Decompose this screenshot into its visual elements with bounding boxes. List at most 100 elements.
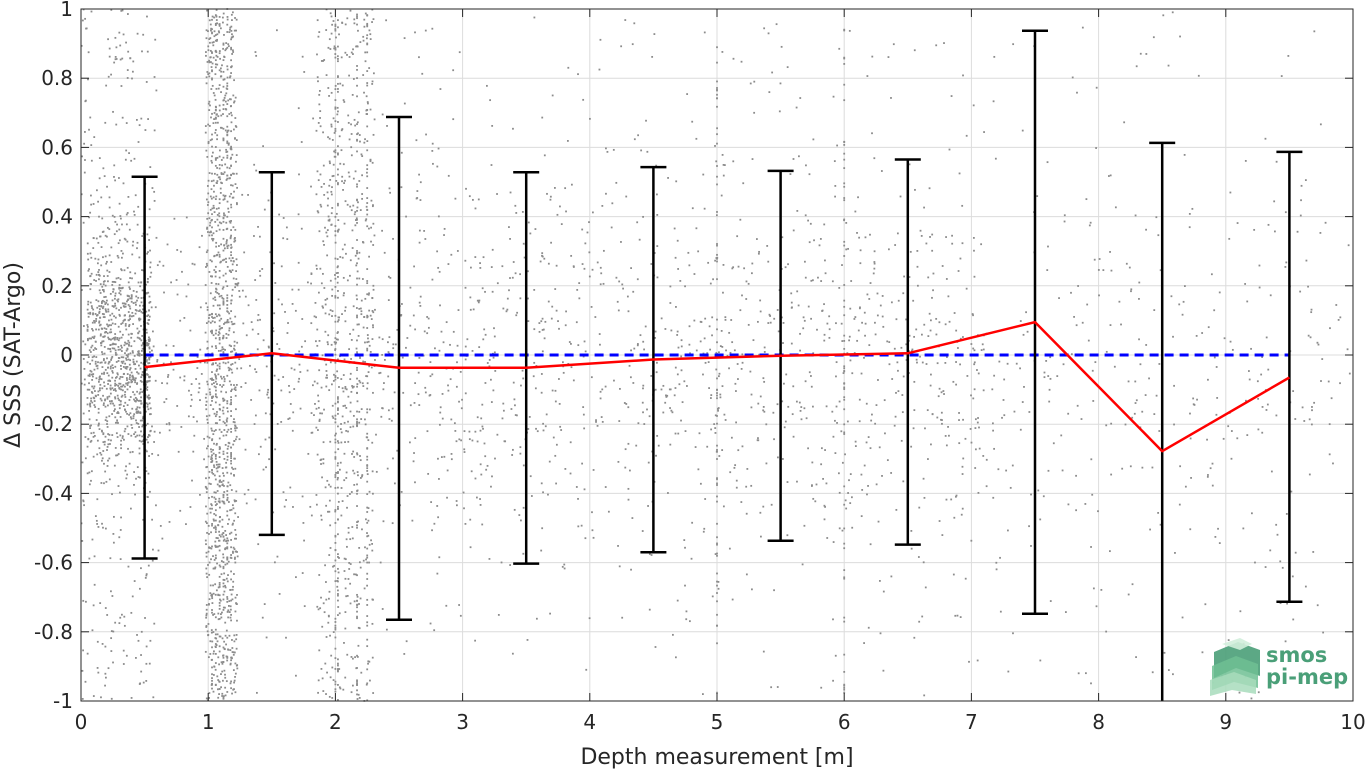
scatter-point bbox=[255, 299, 258, 301]
scatter-point bbox=[1239, 610, 1242, 613]
scatter-point bbox=[711, 595, 714, 598]
scatter-point bbox=[360, 310, 363, 313]
scatter-point bbox=[929, 329, 932, 332]
scatter-point bbox=[751, 588, 753, 591]
scatter-point bbox=[354, 224, 357, 227]
scatter-point bbox=[337, 202, 339, 205]
scatter-point bbox=[117, 339, 120, 342]
scatter-point bbox=[230, 203, 232, 206]
scatter-point bbox=[86, 397, 89, 399]
scatter-point bbox=[111, 434, 114, 436]
scatter-point bbox=[140, 349, 143, 352]
scatter-point bbox=[111, 371, 114, 374]
scatter-point bbox=[148, 301, 151, 304]
scatter-point bbox=[198, 382, 201, 385]
scatter-point bbox=[235, 634, 238, 636]
scatter-point bbox=[364, 60, 367, 63]
scatter-point bbox=[230, 251, 232, 254]
scatter-point bbox=[366, 349, 369, 352]
scatter-point bbox=[913, 409, 916, 412]
scatter-point bbox=[409, 324, 412, 327]
scatter-point bbox=[716, 80, 718, 83]
scatter-point bbox=[206, 576, 209, 579]
scatter-point bbox=[334, 626, 337, 629]
scatter-point bbox=[234, 361, 237, 364]
scatter-point bbox=[98, 177, 101, 180]
scatter-point bbox=[225, 321, 228, 324]
scatter-point bbox=[810, 385, 813, 388]
scatter-point bbox=[114, 389, 117, 392]
scatter-point bbox=[256, 348, 259, 351]
scatter-point bbox=[116, 373, 119, 376]
scatter-point bbox=[289, 403, 292, 405]
scatter-point bbox=[325, 581, 327, 583]
scatter-point bbox=[323, 243, 325, 246]
scatter-point bbox=[213, 211, 216, 214]
scatter-point bbox=[843, 284, 846, 286]
scatter-point bbox=[315, 264, 318, 267]
scatter-point bbox=[165, 423, 168, 426]
scatter-point bbox=[843, 542, 846, 545]
scatter-point bbox=[163, 401, 166, 404]
scatter-point bbox=[235, 602, 237, 605]
scatter-point bbox=[215, 467, 218, 470]
scatter-point bbox=[304, 340, 307, 343]
scatter-point bbox=[916, 250, 919, 252]
scatter-point bbox=[863, 356, 865, 359]
scatter-point bbox=[329, 676, 332, 679]
scatter-point bbox=[429, 622, 432, 625]
scatter-point bbox=[226, 458, 229, 461]
scatter-point bbox=[221, 525, 224, 528]
scatter-point bbox=[316, 170, 319, 173]
scatter-point bbox=[113, 176, 115, 178]
scatter-point bbox=[107, 374, 110, 377]
scatter-point bbox=[209, 195, 212, 198]
scatter-point bbox=[205, 393, 208, 396]
scatter-point bbox=[280, 389, 283, 392]
scatter-point bbox=[765, 423, 768, 426]
scatter-point bbox=[923, 496, 926, 499]
scatter-point bbox=[863, 311, 866, 314]
scatter-point bbox=[356, 314, 358, 317]
scatter-point bbox=[905, 343, 908, 346]
scatter-point bbox=[218, 23, 221, 25]
scatter-point bbox=[808, 241, 811, 244]
scatter-point bbox=[86, 403, 89, 406]
scatter-point bbox=[277, 378, 280, 381]
scatter-point bbox=[124, 393, 126, 396]
scatter-point bbox=[856, 231, 858, 234]
scatter-point bbox=[236, 341, 239, 344]
scatter-point bbox=[214, 652, 217, 655]
scatter-point bbox=[253, 235, 255, 237]
scatter-point bbox=[351, 684, 354, 687]
scatter-point bbox=[101, 459, 103, 462]
scatter-point bbox=[337, 571, 340, 574]
scatter-point bbox=[357, 132, 359, 135]
scatter-point bbox=[351, 453, 353, 455]
scatter-point bbox=[232, 546, 235, 549]
scatter-point bbox=[133, 210, 135, 213]
scatter-point bbox=[319, 125, 322, 128]
scatter-point bbox=[330, 224, 333, 226]
scatter-point bbox=[111, 370, 114, 372]
scatter-point bbox=[340, 487, 343, 489]
scatter-point bbox=[488, 365, 491, 368]
scatter-point bbox=[230, 570, 232, 573]
scatter-point bbox=[366, 42, 369, 45]
scatter-point bbox=[371, 622, 374, 625]
scatter-point bbox=[88, 375, 91, 377]
scatter-point bbox=[211, 495, 213, 498]
scatter-point bbox=[129, 359, 132, 362]
scatter-point bbox=[115, 230, 118, 233]
scatter-point bbox=[97, 424, 100, 427]
scatter-point bbox=[125, 122, 128, 124]
scatter-point bbox=[342, 163, 345, 166]
scatter-point bbox=[158, 431, 161, 434]
scatter-point bbox=[230, 508, 233, 511]
scatter-point bbox=[133, 413, 136, 416]
scatter-point bbox=[974, 427, 977, 429]
scatter-point bbox=[216, 537, 219, 540]
scatter-point bbox=[372, 284, 375, 287]
scatter-point bbox=[134, 272, 137, 275]
scatter-point bbox=[230, 403, 232, 406]
